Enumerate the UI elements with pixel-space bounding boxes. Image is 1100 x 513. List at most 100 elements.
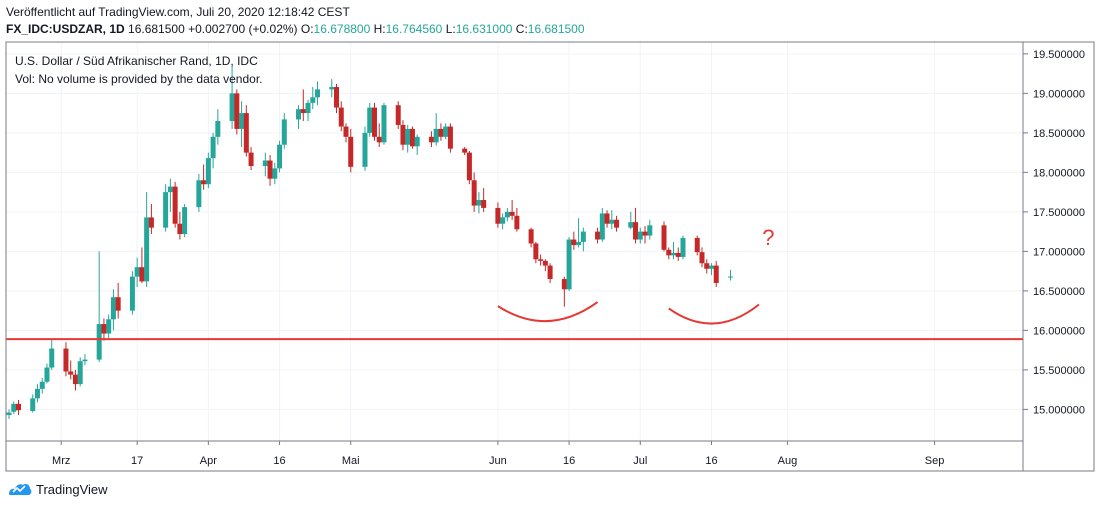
candle [409,126,415,149]
y-tick-label: 17.000000 [1033,246,1085,258]
candle [476,192,482,214]
candle-body [661,225,667,250]
candle [177,211,183,240]
candles [6,65,733,419]
candle [647,219,653,240]
x-tick-label: 17 [131,455,143,467]
candle-body [666,249,672,256]
candle-body [144,217,150,282]
candle-body [44,367,50,382]
candle [561,276,567,307]
candle-body [334,87,340,108]
low-value: 16.631000 [455,22,513,36]
candle-body [34,388,40,399]
candle-body [63,348,69,372]
candle-body [704,263,710,269]
candle [514,207,520,232]
candle-body [447,126,453,149]
series-title: U.S. Dollar / Süd Afrikanischer Rand, 1D… [15,54,258,68]
candle [727,269,733,281]
candle [348,128,354,173]
candle-body [671,252,677,256]
ohlc-line: FX_IDC:USDZAR, 1D 16.681500 +0.002700 (+… [6,21,585,38]
candle-body [115,297,121,311]
candle [44,363,50,384]
candle [300,89,306,122]
candle [101,318,107,341]
symbol-label: FX_IDC:USDZAR, 1D [6,22,125,36]
candle [82,354,88,366]
candle-body [576,241,582,246]
candle-body [272,168,278,179]
candle-body [101,324,107,334]
x-tick-label: Jul [633,455,647,467]
candle-body [466,152,472,181]
pattern-arc [497,301,599,323]
candle-body [6,412,12,415]
candle [675,247,681,261]
candle [433,113,439,146]
candle-body [476,200,482,206]
candle-body [727,276,733,278]
candle-body [428,136,434,143]
candle [296,105,302,129]
candle [343,123,349,143]
candle-body [239,113,245,129]
candle-body [281,119,287,145]
candle [248,147,254,170]
candle-body [675,252,681,257]
candle-body [329,87,335,90]
y-tick-label: 18.500000 [1033,128,1085,140]
candle-body [538,259,544,261]
candle [704,259,710,274]
candle [595,227,601,244]
candle-body [481,200,487,208]
candle [509,200,515,220]
candle-body [628,222,634,228]
candle-body [296,109,302,120]
candle [115,282,121,319]
candle-body [234,93,240,129]
candle [106,314,112,339]
candle [72,369,78,391]
candle [599,207,605,242]
y-tick-label: 18.000000 [1033,167,1085,179]
candle-body [215,121,221,137]
candle [713,260,719,287]
close-label: C: [515,22,528,36]
candle-body [348,136,354,167]
candle-body [609,219,615,224]
candle [661,221,667,252]
candle-body [471,180,477,206]
candle-body [376,136,382,143]
candle-body [462,148,468,153]
candle [310,87,316,110]
candle [96,251,102,362]
tradingview-logo-icon [9,484,32,495]
candle-body [362,132,368,167]
candle [542,259,548,272]
candle [571,231,577,250]
candle-body [713,265,719,283]
candle [438,123,444,141]
close-value: 16.681500 [527,22,585,36]
pattern-arc [668,303,760,325]
candle-body [129,276,135,311]
candle-body [210,136,216,159]
footer-brand[interactable]: TradingView [8,481,108,497]
candle [144,192,150,287]
candle [637,227,643,244]
candle-body [580,231,586,242]
candle [243,105,249,157]
candle [277,140,283,173]
candle-body [566,239,572,290]
candle-body [248,152,254,167]
candle [139,247,145,283]
candle-body [433,128,439,143]
drawings: ? [6,225,1023,341]
candle-body [163,192,169,228]
y-tick-label: 15.000000 [1033,404,1085,416]
candle-body [262,160,268,167]
